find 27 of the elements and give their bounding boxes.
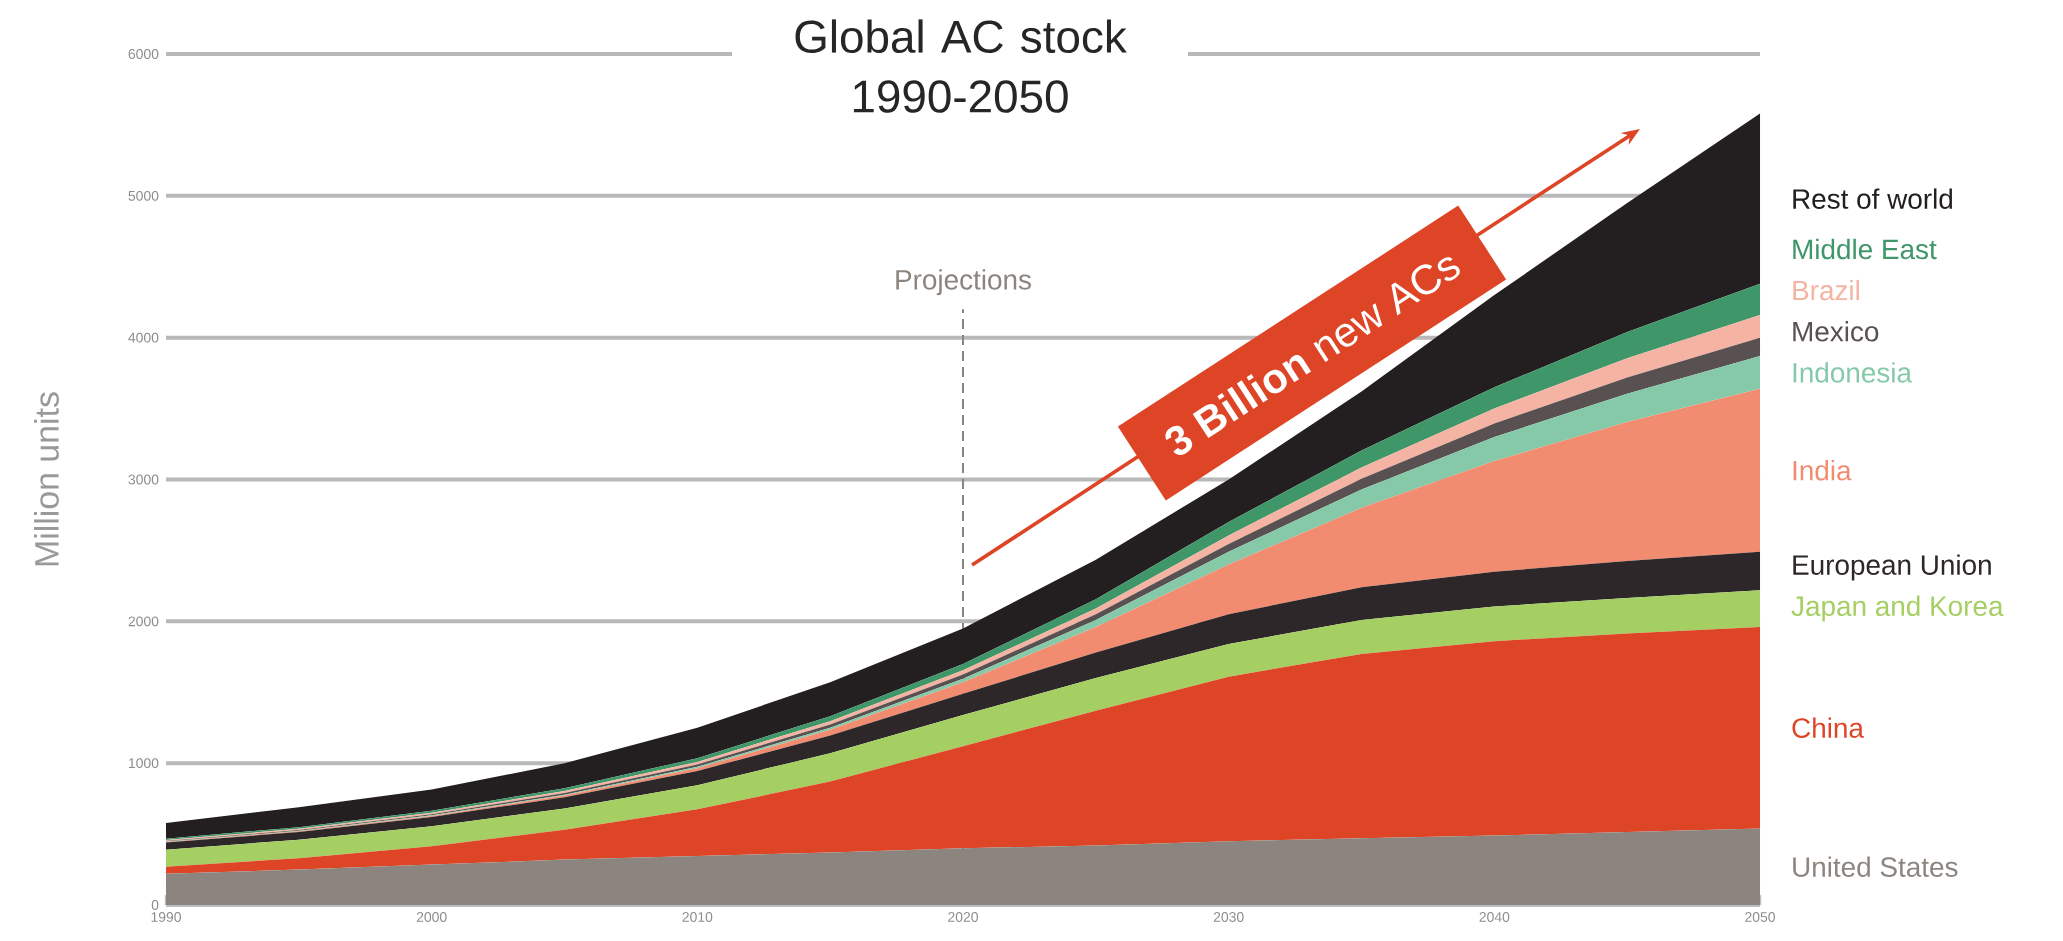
y-tick-label: 6000 <box>128 49 159 59</box>
x-tick-label: 2020 <box>948 912 978 922</box>
x-tick-label: 2000 <box>416 912 447 922</box>
x-tick-label: 2050 <box>1745 912 1775 922</box>
y-tick-label: 5000 <box>128 190 159 201</box>
series-label: Indonesia <box>1793 362 1913 383</box>
y-axis-title: Million units <box>34 392 59 566</box>
series-label: Middle East <box>1793 238 1937 260</box>
y-tick-label: 3000 <box>128 474 159 485</box>
x-tick-label: 2030 <box>1213 912 1244 922</box>
y-tick-label: 0 <box>151 900 159 910</box>
series-label: India <box>1793 460 1852 481</box>
series-label: Japan and Korea <box>1791 595 2004 622</box>
series-label: Rest of world <box>1793 188 1952 209</box>
x-tick-label: 1990 <box>151 912 181 922</box>
x-tick-label: 2040 <box>1479 912 1510 922</box>
series-label: Mexico <box>1793 321 1879 342</box>
series-label: European Union <box>1793 554 1991 581</box>
x-tick-label: 2010 <box>682 912 713 922</box>
y-tick-label: 4000 <box>128 332 159 343</box>
series-label: China <box>1792 717 1864 738</box>
chart-title: Global AC stock 1990-2050 <box>795 19 1127 113</box>
series-label: United States <box>1793 856 1958 877</box>
ref-line-label: Projections <box>896 269 1031 296</box>
y-tick-label: 2000 <box>128 616 159 627</box>
series-label: Brazil <box>1793 279 1859 301</box>
y-tick-label: 1000 <box>128 758 159 769</box>
